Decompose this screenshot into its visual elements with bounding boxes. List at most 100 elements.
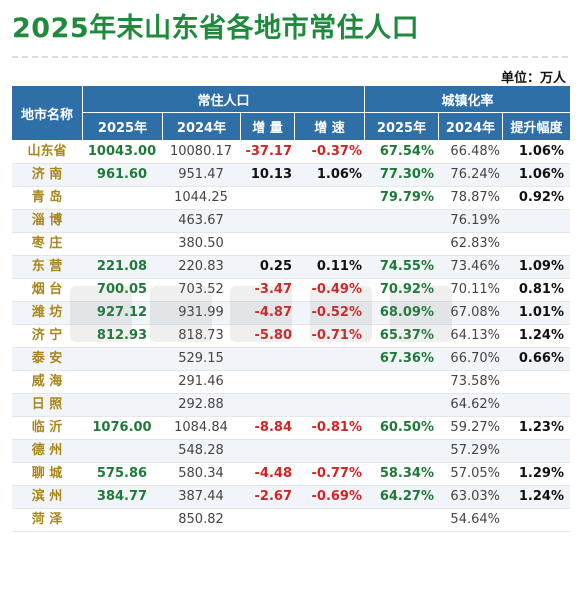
table-row: 聊 城 575.86 580.34 -4.48 -0.77% 58.34% 57.05% 1.… bbox=[12, 463, 570, 486]
urbanization-2024-cell: 62.83% bbox=[450, 236, 500, 251]
uplift-cell bbox=[502, 440, 570, 462]
region-name-cell: 临 沂 bbox=[31, 420, 63, 435]
growth-rate-cell bbox=[294, 210, 364, 232]
table-row: 威 海 291.46 73.58% bbox=[12, 371, 570, 394]
increase-cell: 10.13 bbox=[250, 167, 292, 182]
population-2024-cell: 10080.17 bbox=[169, 144, 233, 159]
uplift-cell: 1.29% bbox=[518, 466, 564, 481]
uplift-cell bbox=[502, 509, 570, 531]
increase-cell: -5.80 bbox=[254, 328, 292, 343]
header-u2024: 2024年 bbox=[438, 113, 502, 140]
increase-cell bbox=[240, 440, 294, 462]
population-2025-cell: 700.05 bbox=[96, 282, 148, 297]
region-name-cell: 聊 城 bbox=[31, 466, 63, 481]
population-2024-cell: 850.82 bbox=[178, 512, 224, 527]
growth-rate-cell: -0.52% bbox=[311, 305, 363, 320]
growth-rate-cell bbox=[294, 509, 364, 531]
increase-cell: -4.87 bbox=[254, 305, 292, 320]
growth-rate-cell: -0.49% bbox=[311, 282, 363, 297]
uplift-cell: 0.81% bbox=[518, 282, 564, 297]
uplift-cell bbox=[502, 394, 570, 416]
header-u2025: 2025年 bbox=[364, 113, 438, 140]
header-region: 地市名称 bbox=[12, 86, 82, 140]
increase-cell: -4.48 bbox=[254, 466, 292, 481]
region-name-cell: 滨 州 bbox=[31, 489, 63, 504]
region-name-cell: 德 州 bbox=[31, 443, 63, 458]
region-name-cell: 青 岛 bbox=[31, 190, 63, 205]
population-2025-cell bbox=[82, 509, 162, 531]
table-row: 烟 台 700.05 703.52 -3.47 -0.49% 70.92% 70.11% 0.… bbox=[12, 279, 570, 302]
table-row: 潍 坊 927.12 931.99 -4.87 -0.52% 68.09% 67.08% 1.… bbox=[12, 302, 570, 325]
uplift-cell bbox=[502, 233, 570, 255]
population-2024-cell: 1044.25 bbox=[174, 190, 228, 205]
urbanization-2025-cell bbox=[364, 440, 438, 462]
population-2024-cell: 1084.84 bbox=[174, 420, 228, 435]
uplift-cell: 1.09% bbox=[518, 259, 564, 274]
population-2025-cell: 221.08 bbox=[96, 259, 148, 274]
header-population-group: 常住人口 bbox=[82, 86, 364, 113]
urbanization-2025-cell: 67.54% bbox=[379, 144, 434, 159]
growth-rate-cell bbox=[294, 187, 364, 209]
region-name-cell: 日 照 bbox=[31, 397, 63, 412]
population-2025-cell: 575.86 bbox=[96, 466, 148, 481]
urbanization-2025-cell: 70.92% bbox=[379, 282, 434, 297]
title-divider bbox=[12, 56, 568, 58]
table-row: 枣 庄 380.50 62.83% bbox=[12, 233, 570, 256]
unit-label: 单位：万人 bbox=[500, 71, 566, 86]
growth-rate-cell: -0.77% bbox=[311, 466, 363, 481]
uplift-cell: 0.92% bbox=[518, 190, 564, 205]
region-name-cell: 威 海 bbox=[31, 374, 63, 389]
header-uplift: 提升幅度 bbox=[502, 113, 570, 140]
growth-rate-cell: 0.11% bbox=[316, 259, 362, 274]
table-row: 淄 博 463.67 76.19% bbox=[12, 210, 570, 233]
population-2024-cell: 818.73 bbox=[178, 328, 224, 343]
population-2025-cell: 927.12 bbox=[96, 305, 148, 320]
table-row: 日 照 292.88 64.62% bbox=[12, 394, 570, 417]
population-2024-cell: 703.52 bbox=[178, 282, 224, 297]
urbanization-2024-cell: 54.64% bbox=[450, 512, 500, 527]
population-2025-cell bbox=[82, 394, 162, 416]
page-title: 2025年末山东省各地市常住人口 bbox=[12, 13, 420, 44]
growth-rate-cell: -0.81% bbox=[311, 420, 363, 435]
urbanization-2025-cell: 74.55% bbox=[379, 259, 434, 274]
uplift-cell: 1.24% bbox=[518, 489, 564, 504]
increase-cell bbox=[240, 210, 294, 232]
table-row: 滨 州 384.77 387.44 -2.67 -0.69% 64.27% 63.03% 1.… bbox=[12, 486, 570, 509]
urbanization-2025-cell bbox=[364, 509, 438, 531]
urbanization-2024-cell: 59.27% bbox=[450, 420, 500, 435]
uplift-cell: 1.06% bbox=[518, 167, 564, 182]
population-2025-cell: 10043.00 bbox=[87, 144, 157, 159]
growth-rate-cell: 1.06% bbox=[316, 167, 362, 182]
region-name-cell: 潍 坊 bbox=[31, 305, 63, 320]
table-row: 青 岛 1044.25 79.79% 78.87% 0.92% bbox=[12, 187, 570, 210]
population-2025-cell: 384.77 bbox=[96, 489, 148, 504]
watermark bbox=[70, 286, 540, 354]
urbanization-2024-cell: 57.05% bbox=[450, 466, 500, 481]
population-2024-cell: 931.99 bbox=[178, 305, 224, 320]
uplift-cell: 1.23% bbox=[518, 420, 564, 435]
urbanization-2025-cell: 77.30% bbox=[379, 167, 434, 182]
urbanization-2024-cell: 57.29% bbox=[450, 443, 500, 458]
increase-cell: -3.47 bbox=[254, 282, 292, 297]
population-2025-cell bbox=[82, 187, 162, 209]
growth-rate-cell: -0.71% bbox=[311, 328, 363, 343]
table-row: 山东省 10043.00 10080.17 -37.17 -0.37% 67.54% 66.… bbox=[12, 141, 570, 164]
population-2025-cell: 812.93 bbox=[96, 328, 148, 343]
uplift-cell: 0.66% bbox=[518, 351, 564, 366]
urbanization-2025-cell: 65.37% bbox=[379, 328, 434, 343]
uplift-cell: 1.01% bbox=[518, 305, 564, 320]
growth-rate-cell bbox=[294, 233, 364, 255]
population-2024-cell: 380.50 bbox=[178, 236, 224, 251]
population-2024-cell: 220.83 bbox=[178, 259, 224, 274]
uplift-cell: 1.24% bbox=[518, 328, 564, 343]
increase-cell: 0.25 bbox=[259, 259, 292, 274]
increase-cell bbox=[240, 509, 294, 531]
population-2024-cell: 529.15 bbox=[178, 351, 224, 366]
population-2025-cell bbox=[82, 210, 162, 232]
urbanization-2024-cell: 76.24% bbox=[450, 167, 500, 182]
population-2024-cell: 951.47 bbox=[178, 167, 224, 182]
header-increase: 增 量 bbox=[240, 113, 294, 140]
increase-cell bbox=[240, 394, 294, 416]
table-row: 德 州 548.28 57.29% bbox=[12, 440, 570, 463]
urbanization-2025-cell bbox=[364, 210, 438, 232]
